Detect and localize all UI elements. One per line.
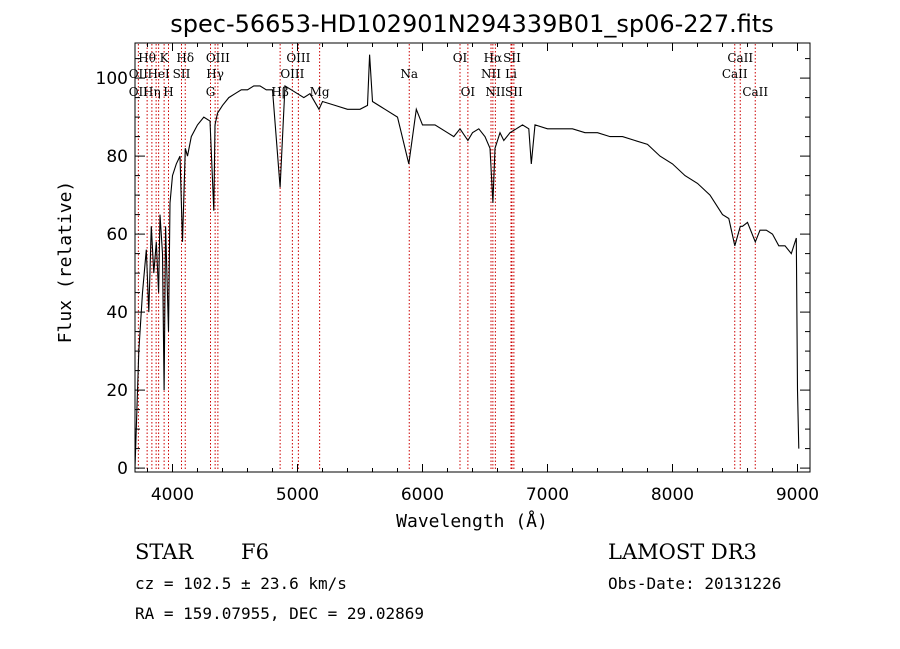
line-label: G xyxy=(206,85,216,99)
line-label: Hη xyxy=(143,85,161,99)
object-subclass: F6 xyxy=(241,540,269,564)
line-label: OII xyxy=(129,67,149,81)
spectrum-line xyxy=(134,54,800,469)
line-label: Na xyxy=(400,67,418,81)
line-label: Hγ xyxy=(206,67,224,81)
y-tick-label: 40 xyxy=(106,303,128,323)
y-tick-label: 100 xyxy=(96,69,128,89)
line-label: Hθ xyxy=(138,51,156,65)
x-tick-label: 7000 xyxy=(526,485,569,505)
line-label: Li xyxy=(505,67,517,81)
x-axis-label: Wavelength (Å) xyxy=(396,510,548,532)
line-label: SII xyxy=(505,85,523,99)
line-label: K xyxy=(160,51,170,65)
survey-name: LAMOST DR3 xyxy=(608,540,757,564)
y-tick-label: 60 xyxy=(106,225,128,245)
line-label: NII xyxy=(481,67,501,81)
x-tick-label: 8000 xyxy=(651,485,694,505)
redshift-info: cz = 102.5 ± 23.6 km/s xyxy=(135,574,347,593)
coordinates-info: RA = 159.07955, DEC = 29.02869 xyxy=(135,604,424,623)
line-label: OIII xyxy=(206,51,230,65)
x-tick-label: 5000 xyxy=(276,485,319,505)
line-label: Hδ xyxy=(176,51,194,65)
x-tick-label: 4000 xyxy=(151,485,194,505)
spectral-line-markers xyxy=(137,44,756,471)
object-class: STAR xyxy=(135,540,194,564)
line-label: Hα xyxy=(484,51,503,65)
line-label: H xyxy=(163,85,173,99)
line-label: OI xyxy=(453,51,468,65)
line-label: SII xyxy=(173,67,191,81)
line-label: CaII xyxy=(742,85,768,99)
y-axis-label: Flux (relative) xyxy=(55,181,76,344)
line-label: Mg xyxy=(310,85,330,99)
chart-title: spec-56653-HD102901N294339B01_sp06-227.f… xyxy=(170,10,774,38)
line-label: OI xyxy=(461,85,476,99)
x-tick-label: 9000 xyxy=(776,485,819,505)
line-label: HeI xyxy=(147,67,170,81)
line-label: OIII xyxy=(280,67,304,81)
plot-frame xyxy=(134,42,811,473)
line-label: CaII xyxy=(727,51,753,65)
spectral-line-labels: OIIOIIHθHηHeIKHSIIHδGHγOIIIHβOIIIOIIIMgN… xyxy=(129,51,769,99)
y-tick-label: 80 xyxy=(106,147,128,167)
x-axis-ticks: 4000 5000 6000 7000 8000 9000 xyxy=(147,43,819,505)
y-tick-label: 20 xyxy=(106,381,128,401)
y-axis-ticks: 0 20 40 60 80 100 xyxy=(96,58,810,479)
line-label: OIII xyxy=(286,51,310,65)
observation-date: Obs-Date: 20131226 xyxy=(608,574,782,593)
line-label: NII xyxy=(485,85,505,99)
y-tick-label: 0 xyxy=(117,459,128,479)
x-tick-label: 6000 xyxy=(401,485,444,505)
line-label: CaII xyxy=(722,67,748,81)
line-label: OII xyxy=(129,85,149,99)
line-label: SII xyxy=(503,51,521,65)
